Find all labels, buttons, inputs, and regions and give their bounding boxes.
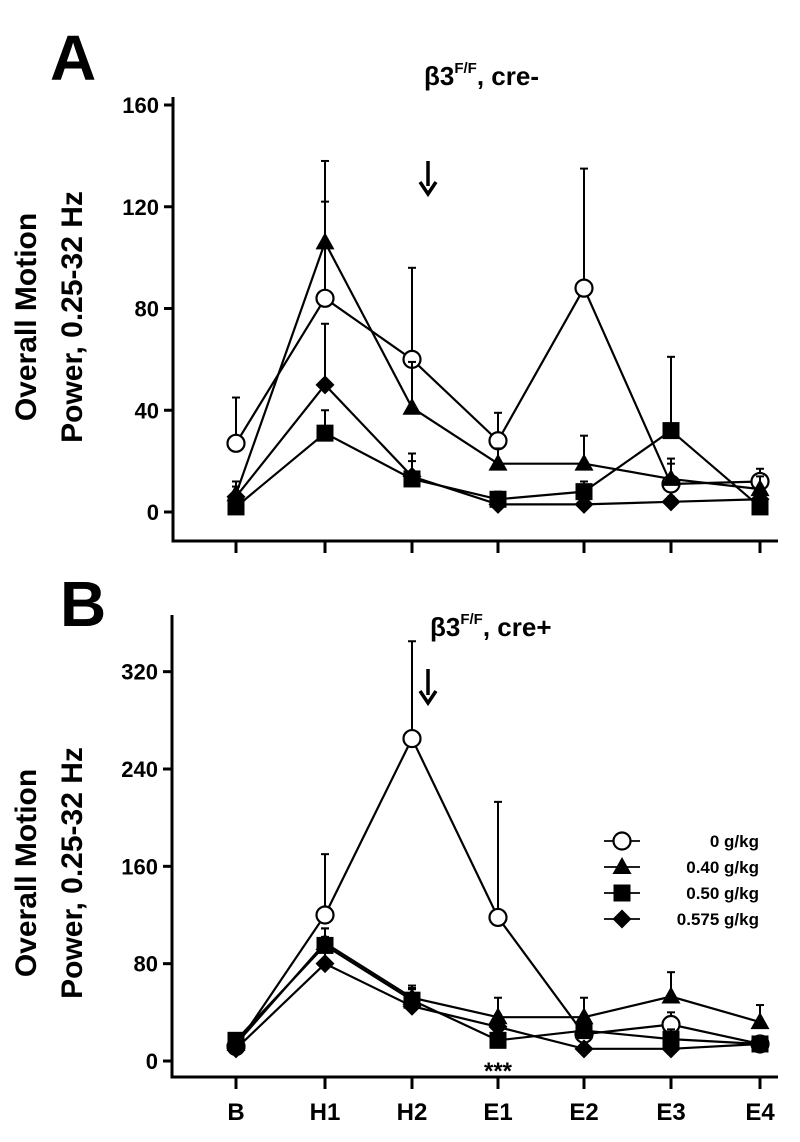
data-point: [750, 1034, 770, 1054]
data-point: [315, 375, 335, 395]
legend-marker: [612, 909, 632, 929]
data-point: [226, 1039, 246, 1059]
y-tick-label: 240: [121, 757, 158, 782]
series-0-g-kg: [226, 640, 770, 1057]
x-tick-label: H2: [397, 1099, 428, 1126]
panel-letter: B: [60, 568, 106, 640]
chart-title: β3F/F, cre+: [430, 611, 552, 642]
y-axis-label-line1: Overall Motion: [10, 213, 43, 421]
y-tick-label: 80: [135, 297, 159, 322]
data-point: [315, 905, 335, 925]
significance-annotation: ***: [484, 1058, 513, 1085]
legend-item: 0 g/kg: [604, 831, 759, 851]
legend-label: 0.50 g/kg: [686, 884, 759, 903]
data-point: [488, 1017, 508, 1037]
chart-title: β3F/F, cre-: [424, 60, 539, 91]
data-point: [661, 492, 681, 512]
y-tick-label: 120: [122, 195, 159, 220]
data-point: [750, 1012, 770, 1030]
x-tick-label: E2: [569, 1099, 598, 1126]
legend-label: 0 g/kg: [710, 832, 759, 851]
y-tick-label: 320: [121, 660, 158, 685]
series-0-40-g-kg: [226, 159, 770, 502]
title-superscript: F/F: [454, 60, 477, 77]
data-point: [575, 1022, 593, 1040]
data-point: [488, 494, 508, 514]
series-0-575-g-kg: [226, 935, 770, 1059]
legend-marker: [612, 857, 632, 874]
title-suffix: , cre+: [483, 612, 552, 642]
legend-marker: [612, 831, 632, 851]
title-suffix: , cre-: [477, 61, 539, 91]
data-point: [661, 1039, 681, 1059]
data-point: [315, 232, 335, 250]
data-point: [574, 453, 594, 471]
data-point: [402, 397, 422, 415]
data-point: [226, 433, 246, 453]
series-0-575-g-kg: [226, 322, 770, 514]
data-point: [488, 907, 508, 928]
data-point: [574, 494, 594, 514]
y-axis-label: Overall Motion Power, 0.25-32 Hz: [10, 747, 89, 999]
y-axis-label-line2: Power, 0.25-32 Hz: [56, 191, 89, 443]
legend-label: 0.40 g/kg: [686, 858, 759, 877]
data-point: [316, 424, 334, 442]
legend-item: 0.40 g/kg: [604, 857, 759, 877]
data-point: [488, 453, 508, 471]
title-superscript: F/F: [460, 611, 483, 628]
data-point: [315, 288, 335, 308]
down-arrow-icon-head: [418, 690, 438, 707]
data-point: [226, 487, 246, 507]
legend-item: 0.50 g/kg: [604, 884, 759, 903]
x-tick-label: B: [227, 1099, 244, 1126]
y-tick-label: 160: [122, 93, 159, 118]
data-point: [661, 468, 681, 486]
data-point: [662, 422, 680, 440]
legend-item: 0.575 g/kg: [604, 909, 759, 929]
data-point: [750, 479, 770, 497]
data-point: [574, 1039, 594, 1059]
y-tick-label: 80: [134, 952, 158, 977]
y-axis-label-line2: Power, 0.25-32 Hz: [56, 747, 89, 999]
data-point: [402, 466, 422, 486]
data-point: [402, 996, 422, 1016]
data-point: [489, 1031, 507, 1049]
x-tick-label: E3: [656, 1099, 685, 1126]
panel-letter: A: [50, 22, 96, 94]
data-point: [574, 278, 594, 298]
y-axis-label-line1: Overall Motion: [10, 769, 43, 977]
data-point: [662, 1030, 680, 1048]
title-main: β3: [424, 61, 454, 91]
data-point: [227, 498, 245, 516]
data-point: [488, 431, 508, 451]
y-tick-label: 40: [135, 398, 159, 423]
y-axis-label: Overall Motion Power, 0.25-32 Hz: [10, 191, 89, 443]
data-point: [315, 954, 335, 974]
down-arrow-icon-head: [418, 181, 438, 198]
data-point: [402, 728, 422, 749]
legend: 0 g/kg 0.40 g/kg 0.50 g/kg 0.575 g/kg: [604, 831, 759, 929]
y-tick-label: 0: [147, 500, 159, 525]
data-point: [575, 483, 593, 501]
x-tick-label: E1: [483, 1099, 512, 1126]
title-main: β3: [430, 612, 460, 642]
data-point: [750, 489, 770, 509]
data-point: [661, 986, 681, 1004]
y-tick-label: 160: [121, 854, 158, 879]
legend-label: 0.575 g/kg: [677, 910, 759, 929]
legend-marker: [613, 884, 631, 902]
x-tick-label: H1: [310, 1099, 341, 1126]
y-tick-label: 0: [146, 1049, 158, 1074]
data-point: [574, 1007, 594, 1025]
x-tick-label: E4: [745, 1099, 775, 1126]
